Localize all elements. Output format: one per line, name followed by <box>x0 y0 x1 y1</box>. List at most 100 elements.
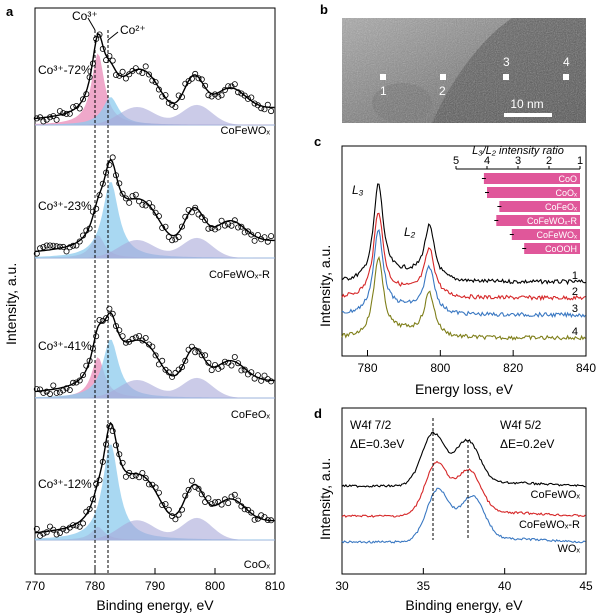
inset-bar-label: CoFeWOₓ <box>537 230 578 240</box>
inset-tick-label: 4 <box>484 155 490 167</box>
data-point <box>116 180 123 187</box>
data-point <box>86 74 93 81</box>
data-point <box>99 45 106 52</box>
data-point <box>142 334 149 341</box>
data-point <box>231 353 238 360</box>
eels-label-1: 1 <box>572 270 578 282</box>
data-point <box>205 92 212 99</box>
data-point <box>241 229 248 236</box>
data-point <box>50 242 57 249</box>
data-point <box>169 237 176 244</box>
data-point <box>215 93 222 100</box>
data-point <box>185 486 192 493</box>
data-point <box>73 522 80 529</box>
data-point <box>93 480 100 487</box>
data-point <box>264 517 271 524</box>
scalebar-label: 10 nm <box>510 97 543 111</box>
data-point <box>142 63 149 70</box>
tem-point-label-4: 4 <box>563 55 570 69</box>
co3-pointer <box>87 17 96 31</box>
data-point <box>103 169 110 176</box>
data-point <box>132 334 139 341</box>
co2-component-fill <box>35 182 275 258</box>
data-point <box>53 243 60 250</box>
eels-spectrum-4 <box>341 255 586 341</box>
data-point <box>195 485 202 492</box>
data-point <box>43 529 50 536</box>
data-point <box>175 234 182 241</box>
data-point <box>50 113 57 120</box>
data-point <box>188 75 195 82</box>
data-point <box>241 366 248 373</box>
data-point <box>96 477 103 484</box>
data-point <box>109 57 116 64</box>
satellite-fill <box>35 517 275 540</box>
data-point <box>63 385 70 392</box>
data-point <box>211 226 218 233</box>
data-point <box>178 94 185 101</box>
data-point <box>268 378 275 385</box>
data-point <box>215 224 222 231</box>
data-point <box>251 237 258 244</box>
data-point <box>119 333 126 340</box>
data-point <box>178 506 185 513</box>
data-point <box>192 70 199 77</box>
data-point <box>73 379 80 386</box>
data-point <box>228 362 235 369</box>
data-point <box>126 199 133 206</box>
data-point <box>268 517 275 524</box>
panel-c-spectra: 1 2 3 4 <box>341 183 586 341</box>
inset-tick-label: 1 <box>577 155 583 167</box>
data-point <box>188 209 195 216</box>
data-point <box>258 512 265 519</box>
data-point <box>165 99 172 106</box>
data-point <box>126 469 133 476</box>
eels-label-4: 4 <box>572 326 578 338</box>
data-point <box>86 505 93 512</box>
data-point <box>126 71 133 78</box>
inset-bar <box>524 243 580 254</box>
data-point <box>182 213 189 220</box>
data-point <box>231 491 238 498</box>
data-point <box>142 475 149 482</box>
a-spectrum-1: Co³⁺-72% CoFeWOₓ <box>33 31 275 137</box>
data-point <box>149 343 156 350</box>
data-point <box>198 76 205 83</box>
data-point <box>182 357 189 364</box>
data-point <box>208 500 215 507</box>
tem-point-label-3: 3 <box>503 55 510 69</box>
data-point <box>70 379 77 386</box>
panel-d-x-axis: 30 35 40 45 <box>335 568 593 593</box>
data-point <box>47 114 54 121</box>
data-point <box>76 377 83 384</box>
w4f-spectrum <box>341 487 586 544</box>
panel-d-xps-w4f: d 30 35 40 45 W4f 7/2 ΔE=0.3eV W4f 5/2 ΔE=0… <box>314 406 593 613</box>
data-point <box>149 204 156 211</box>
data-point <box>56 389 63 396</box>
a-sample-label: CoFeWOₓ-R <box>209 269 270 281</box>
data-point <box>132 65 139 72</box>
data-point <box>50 382 57 389</box>
data-point <box>73 242 80 249</box>
data-point <box>145 341 152 348</box>
panel-c-label: c <box>314 134 321 149</box>
data-point <box>60 387 67 394</box>
data-point <box>162 92 169 99</box>
c-xtick-label: 820 <box>503 361 523 375</box>
a-spectrum-4: Co³⁺-12% CoOₓ <box>33 421 275 571</box>
data-point <box>89 496 96 503</box>
data-point <box>225 500 232 507</box>
data-point <box>99 458 106 465</box>
data-point <box>238 223 245 230</box>
data-point <box>37 114 44 121</box>
data-point <box>205 495 212 502</box>
data-point <box>116 451 123 458</box>
inset-bar <box>483 173 580 184</box>
inset-bar <box>487 187 580 198</box>
tem-point-label-2: 2 <box>439 84 446 98</box>
data-point <box>192 204 199 211</box>
data-point <box>93 333 100 340</box>
data-point <box>56 243 63 250</box>
inset-title: L₃/L₂ intensity ratio <box>472 145 564 157</box>
data-point <box>122 339 129 346</box>
